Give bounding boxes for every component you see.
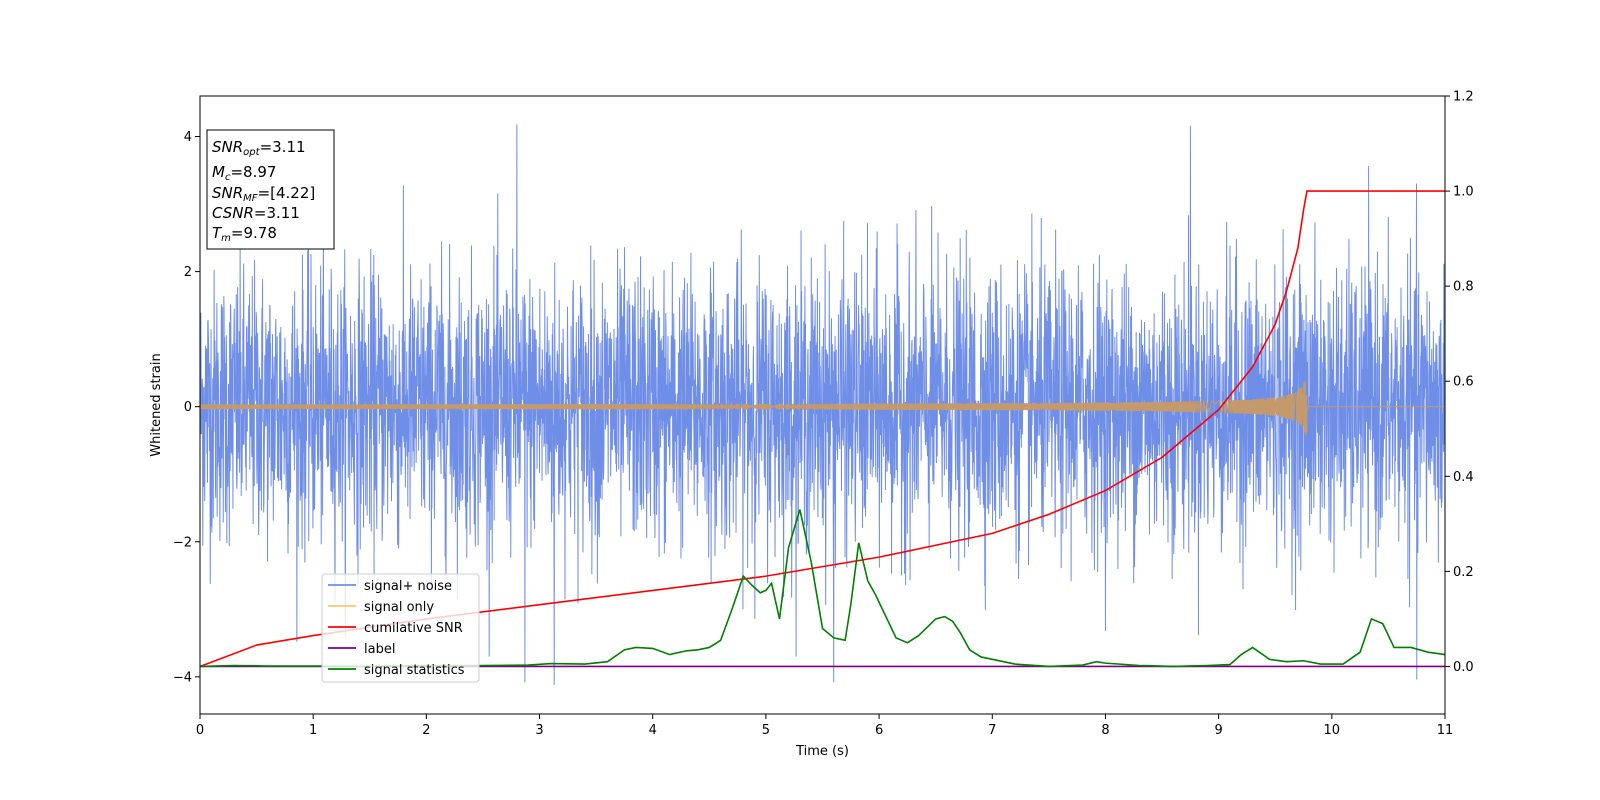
info-sub: m xyxy=(221,233,231,244)
x-tick-label: 4 xyxy=(649,723,657,738)
x-tick-label: 1 xyxy=(309,723,317,738)
info-value: =3.11 xyxy=(260,138,306,156)
x-tick-label: 7 xyxy=(988,723,996,738)
x-tick-label: 6 xyxy=(875,723,883,738)
x-tick-label: 2 xyxy=(422,723,430,738)
x-tick-label: 9 xyxy=(1214,723,1222,738)
info-var: SNR xyxy=(212,184,243,202)
info-var: SNR xyxy=(212,138,243,156)
info-sub: MF xyxy=(243,193,258,204)
ticks-layer: 0 1 2 3 4 5 6 7 8 9 10 11 −4 −2 0 2 4 0.0 0.2 0.4 0.6 0.8 1.0 1… xyxy=(173,90,1474,739)
axes-frame xyxy=(199,95,1446,715)
info-line: SNRMF=[4.22] xyxy=(212,184,315,204)
x-tick-label: 3 xyxy=(535,723,543,738)
info-sub: c xyxy=(225,172,231,183)
y2-tick-label: 1.0 xyxy=(1453,185,1474,200)
x-tick-label: 11 xyxy=(1437,723,1454,738)
info-var: M xyxy=(212,163,225,181)
info-var: T xyxy=(212,224,223,242)
info-value: =9.78 xyxy=(231,224,277,242)
info-value: =[4.22] xyxy=(258,184,316,202)
legend-entry: signal+ noise xyxy=(364,579,452,594)
legend: signal+ noise signal only cumilative SNR la… xyxy=(321,573,480,683)
y-tick-label: 2 xyxy=(184,265,192,280)
legend-entry: label xyxy=(364,642,395,657)
info-value: =3.11 xyxy=(254,204,300,222)
x-tick-label: 0 xyxy=(196,723,204,738)
y-tick-label: 4 xyxy=(184,130,192,145)
legend-entry: signal only xyxy=(364,600,434,615)
y2-tick-label: 0.8 xyxy=(1453,280,1474,295)
y-tick-label: −4 xyxy=(173,670,192,685)
info-value: =8.97 xyxy=(230,163,276,181)
y-tick-label: −2 xyxy=(173,535,192,550)
y2-tick-label: 0.4 xyxy=(1453,470,1474,485)
x-tick-label: 8 xyxy=(1101,723,1109,738)
info-var: CSNR xyxy=(212,204,254,222)
info-line: SNRopt=3.11 xyxy=(212,138,306,158)
y2-tick-label: 0.2 xyxy=(1453,565,1474,580)
y2-tick-label: 0.6 xyxy=(1453,375,1474,390)
x-tick-label: 10 xyxy=(1324,723,1341,738)
legend-entry: signal statistics xyxy=(364,663,465,678)
y2-tick-label: 1.2 xyxy=(1453,90,1474,105)
y2-tick-label: 0.0 xyxy=(1453,660,1474,675)
legend-entry: cumilative SNR xyxy=(364,621,463,636)
x-axis-label: Time (s) xyxy=(795,744,849,759)
x-tick-label: 5 xyxy=(762,723,770,738)
info-line: Mc=8.97 xyxy=(212,163,276,183)
info-box-frame xyxy=(206,129,335,250)
legend-frame xyxy=(321,573,480,683)
series-signal-only xyxy=(200,380,1445,436)
info-line: Tm=9.78 xyxy=(212,224,277,244)
y-axis-label: Whitened strain xyxy=(149,353,164,456)
info-sub: opt xyxy=(243,147,260,158)
info-line: CSNR=3.11 xyxy=(212,204,300,222)
y-tick-label: 0 xyxy=(184,400,192,415)
info-box: SNRopt=3.11Mc=8.97SNRMF=[4.22]CSNR=3.11T… xyxy=(206,129,335,250)
series-signal-statistics xyxy=(200,509,1445,668)
